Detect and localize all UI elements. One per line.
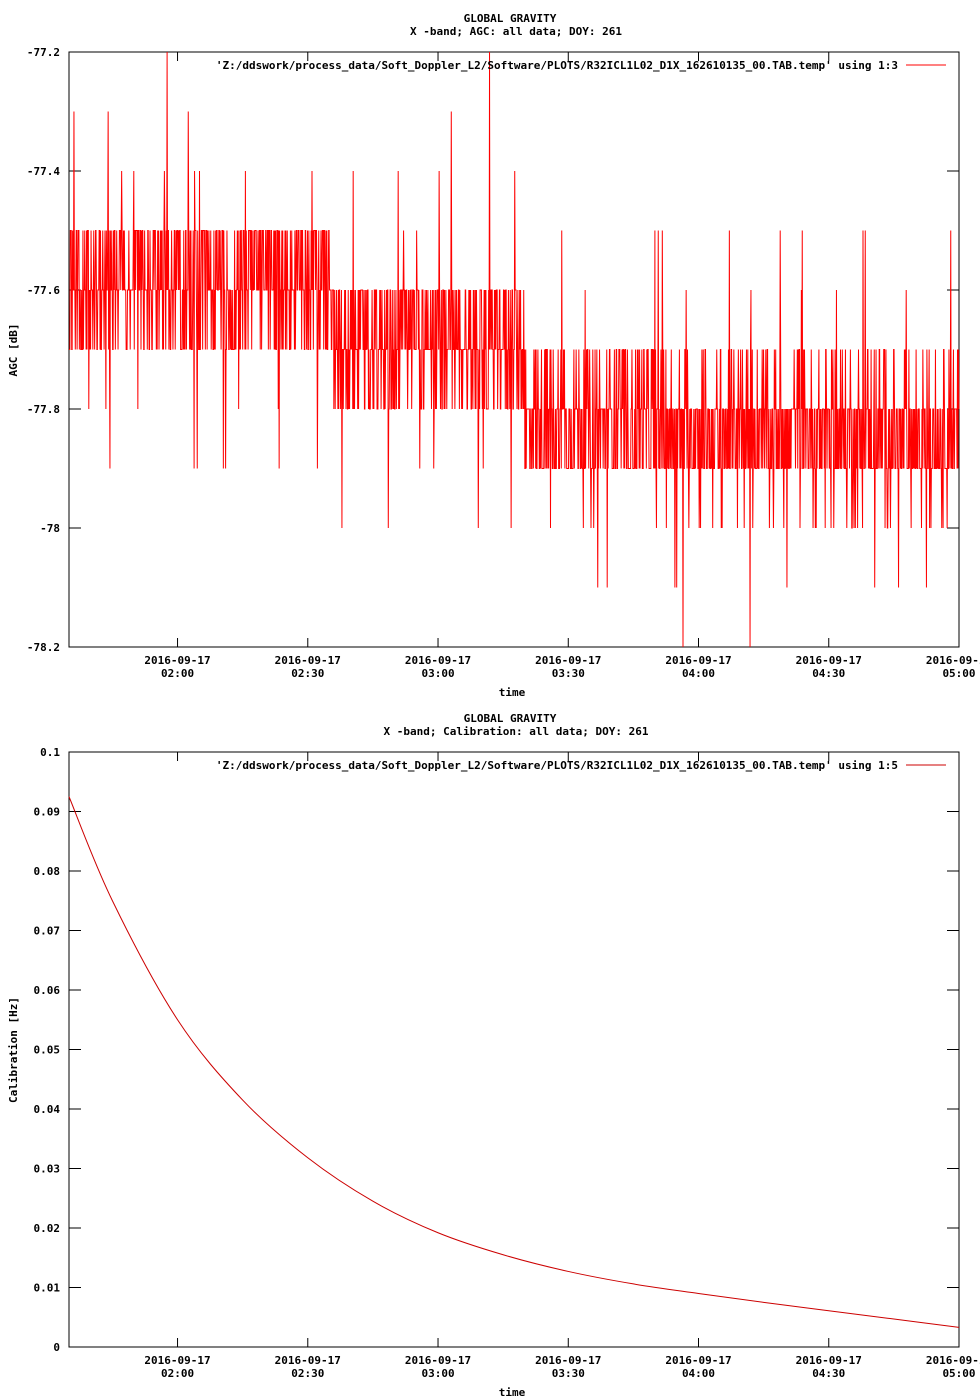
- x-tick-label-time: 04:00: [682, 667, 715, 680]
- y-tick-label: -77.2: [27, 46, 60, 59]
- tick-marks: [69, 751, 960, 1348]
- y-tick-label: 0.09: [34, 806, 61, 819]
- y-tick-labels: -77.2 -77.4 -77.6 -77.8 -78 -78.2: [27, 46, 60, 654]
- x-tick-label-date: 2016-09-17: [144, 654, 210, 667]
- x-tick-label-date: 2016-09-17: [144, 1354, 210, 1367]
- x-tick-label-time: 05:00: [942, 667, 975, 680]
- y-tick-label: -77.8: [27, 403, 60, 416]
- x-tick-label-time: 05:00: [942, 1367, 975, 1380]
- y-tick-label: 0.07: [34, 925, 61, 938]
- calibration-chart: GLOBAL GRAVITY X -band; Calibration: all…: [7, 712, 980, 1399]
- y-tick-label: 0.04: [34, 1103, 61, 1116]
- x-tick-label-date: 2016-09-17: [796, 654, 862, 667]
- chart-title: GLOBAL GRAVITY: [464, 712, 557, 725]
- legend: 'Z:/ddswork/process_data/Soft_Doppler_L2…: [216, 759, 946, 772]
- y-axis-label: Calibration [Hz]: [7, 997, 20, 1103]
- calibration-line: [68, 796, 960, 1328]
- x-tick-label-date: 2016-09-17: [926, 1354, 980, 1367]
- x-tick-labels: 2016-09-1702:002016-09-1702:302016-09-17…: [144, 654, 980, 680]
- y-tick-label: 0: [53, 1341, 60, 1354]
- y-tick-label: 0.05: [34, 1044, 61, 1057]
- agc-line: [69, 51, 960, 648]
- x-axis-label: time: [499, 686, 526, 699]
- x-tick-label-date: 2016-09-17: [405, 654, 471, 667]
- y-tick-label: -77.6: [27, 284, 60, 297]
- y-tick-label: -77.4: [27, 165, 60, 178]
- x-tick-label-date: 2016-09-17: [665, 1354, 731, 1367]
- legend-label: 'Z:/ddswork/process_data/Soft_Doppler_L2…: [216, 759, 898, 772]
- chart-title: GLOBAL GRAVITY: [464, 12, 557, 25]
- x-tick-label-time: 03:00: [421, 667, 454, 680]
- y-tick-label: 0.03: [34, 1163, 61, 1176]
- y-tick-label: 0.01: [34, 1282, 61, 1295]
- x-tick-label-time: 02:30: [291, 1367, 324, 1380]
- legend: 'Z:/ddswork/process_data/Soft_Doppler_L2…: [216, 59, 946, 72]
- x-tick-label-time: 04:30: [812, 1367, 845, 1380]
- x-tick-label-date: 2016-09-17: [405, 1354, 471, 1367]
- x-tick-label-date: 2016-09-17: [275, 654, 341, 667]
- y-axis-label: AGC [dB]: [7, 324, 20, 377]
- y-tick-label: 0.02: [34, 1222, 61, 1235]
- x-tick-label-time: 02:00: [161, 1367, 194, 1380]
- x-tick-label-time: 04:30: [812, 667, 845, 680]
- x-tick-label-time: 04:00: [682, 1367, 715, 1380]
- y-tick-labels: 0 0.01 0.02 0.03 0.04 0.05 0.06 0.07 0.08 0.09 0.1: [34, 746, 61, 1354]
- y-tick-label: -78: [40, 522, 60, 535]
- y-tick-label: 0.1: [40, 746, 60, 759]
- x-tick-label-date: 2016-09-17: [535, 1354, 601, 1367]
- calibration-series: [68, 796, 960, 1328]
- x-tick-label-time: 02:00: [161, 667, 194, 680]
- x-tick-label-time: 02:30: [291, 667, 324, 680]
- chart-subtitle: X -band; AGC: all data; DOY: 261: [410, 25, 622, 38]
- x-tick-label-time: 03:30: [552, 1367, 585, 1380]
- chart-subtitle: X -band; Calibration: all data; DOY: 261: [384, 725, 649, 738]
- x-tick-labels: 2016-09-1702:002016-09-1702:302016-09-17…: [144, 1354, 980, 1380]
- x-tick-label-date: 2016-09-17: [535, 654, 601, 667]
- agc-chart: GLOBAL GRAVITY X -band; AGC: all data; D…: [7, 12, 980, 699]
- x-tick-label-date: 2016-09-17: [275, 1354, 341, 1367]
- x-tick-label-date: 2016-09-17: [926, 654, 980, 667]
- tick-marks: [69, 51, 960, 648]
- x-tick-label-time: 03:30: [552, 667, 585, 680]
- y-tick-label: -78.2: [27, 641, 60, 654]
- legend-label: 'Z:/ddswork/process_data/Soft_Doppler_L2…: [216, 59, 898, 72]
- x-tick-label-date: 2016-09-17: [665, 654, 731, 667]
- y-tick-label: 0.06: [34, 984, 61, 997]
- y-tick-label: 0.08: [34, 865, 61, 878]
- x-axis-label: time: [499, 1386, 526, 1399]
- agc-series: [69, 51, 960, 648]
- x-tick-label-date: 2016-09-17: [796, 1354, 862, 1367]
- x-tick-label-time: 03:00: [421, 1367, 454, 1380]
